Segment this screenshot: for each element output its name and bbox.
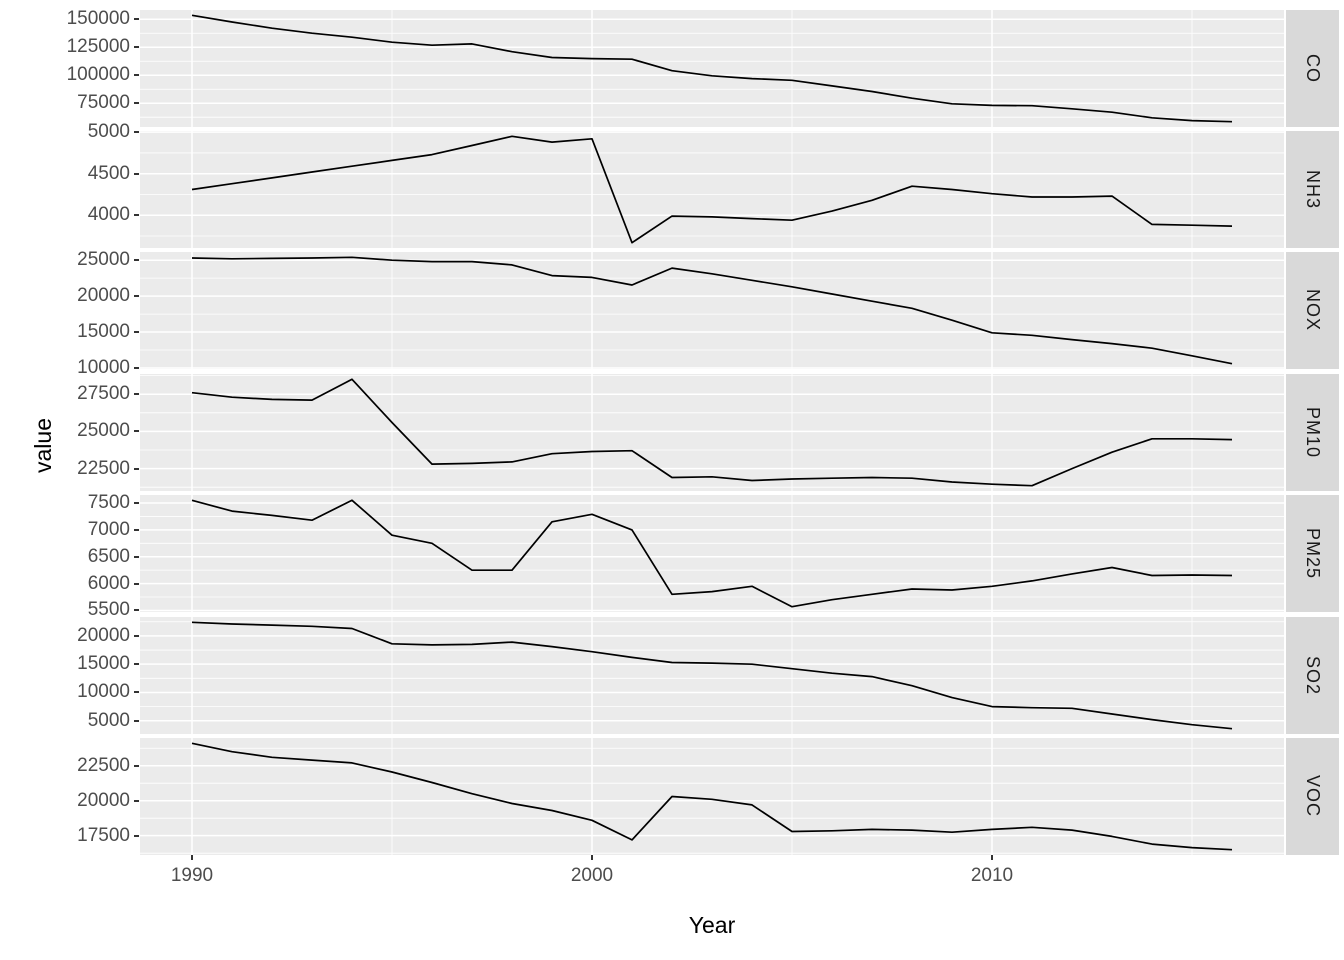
- y-tick-label-co: 75000: [77, 92, 130, 114]
- y-tick-mark: [134, 366, 139, 369]
- facet-strip-label: VOC: [1303, 775, 1323, 818]
- y-tick-mark: [134, 582, 139, 585]
- y-tick-mark: [134, 259, 139, 262]
- facet-plot-voc: [140, 738, 1284, 855]
- y-tick-label-co: 100000: [66, 64, 130, 86]
- facet-strip-label: CO: [1303, 54, 1323, 83]
- y-tick-mark: [134, 331, 139, 334]
- y-tick-label-pm25: 7500: [87, 492, 130, 513]
- y-tick-label-nh3: 4500: [87, 162, 130, 184]
- y-tick-label-voc: 22500: [77, 754, 130, 776]
- facet-plot-pm10: [140, 374, 1284, 491]
- y-tick-mark: [134, 131, 139, 134]
- facet-panel-pm10: [140, 374, 1284, 491]
- x-axis-title: Year: [688, 912, 736, 938]
- series-line-pm10: [191, 378, 1233, 487]
- facet-panel-nox: [140, 252, 1284, 369]
- y-tick-mark: [134, 18, 139, 21]
- facet-strip-label: PM25: [1303, 527, 1323, 580]
- series-line-voc: [191, 742, 1233, 851]
- y-tick-label-co: 125000: [66, 36, 130, 58]
- x-tick-mark: [991, 855, 993, 860]
- facet-plot-co: [140, 10, 1284, 127]
- y-tick-mark: [134, 799, 139, 802]
- y-tick-mark: [134, 74, 139, 77]
- y-tick-mark: [134, 46, 139, 49]
- facet-strip-voc: VOC: [1286, 738, 1339, 855]
- y-tick-mark: [134, 834, 139, 837]
- facet-plot-nh3: [140, 131, 1284, 248]
- y-tick-label-so2: 5000: [87, 709, 130, 731]
- y-tick-label-pm25: 7000: [87, 518, 130, 540]
- y-tick-mark: [134, 393, 139, 396]
- facet-plot-so2: [140, 617, 1284, 734]
- y-tick-mark: [134, 502, 139, 504]
- y-tick-mark: [134, 764, 139, 767]
- facet-strip-nh3: NH3: [1286, 131, 1339, 248]
- y-tick-mark: [134, 528, 139, 531]
- facet-plot-nox: [140, 252, 1284, 369]
- series-line-nh3: [191, 135, 1233, 244]
- y-tick-label-co: 150000: [66, 8, 130, 30]
- series-line-co: [191, 14, 1233, 123]
- facet-strip-pm10: PM10: [1286, 374, 1339, 491]
- series-line-nox: [191, 256, 1233, 365]
- facet-strip-label: NH3: [1303, 169, 1323, 209]
- y-tick-mark: [134, 719, 139, 722]
- facet-panel-co: [140, 10, 1284, 127]
- x-tick-mark: [191, 855, 193, 860]
- x-tick-mark: [591, 855, 593, 860]
- y-tick-label-nox: 25000: [77, 249, 130, 271]
- y-tick-label-pm10: 22500: [77, 457, 130, 479]
- y-tick-label-nox: 20000: [77, 285, 130, 307]
- y-tick-mark: [134, 555, 139, 558]
- y-tick-mark: [134, 609, 139, 612]
- facet-strip-label: NOX: [1303, 289, 1323, 332]
- x-tick-label: 1990: [170, 865, 214, 886]
- y-tick-mark: [134, 691, 139, 694]
- series-line-so2: [191, 621, 1233, 730]
- y-tick-label-voc: 20000: [77, 789, 130, 811]
- y-tick-label-pm25: 6500: [87, 545, 130, 567]
- y-tick-label-pm25: 6000: [87, 572, 130, 594]
- facet-panel-nh3: [140, 131, 1284, 248]
- y-tick-mark: [134, 634, 139, 637]
- facet-panel-pm25: [140, 495, 1284, 612]
- y-tick-label-pm25: 5500: [87, 599, 130, 621]
- y-tick-label-nox: 10000: [77, 356, 130, 378]
- y-tick-label-pm10: 25000: [77, 420, 130, 442]
- y-tick-mark: [134, 663, 139, 666]
- y-tick-label-so2: 10000: [77, 681, 130, 703]
- facet-strip-so2: SO2: [1286, 617, 1339, 734]
- x-tick-label: 2010: [970, 865, 1014, 886]
- y-tick-mark: [134, 467, 139, 470]
- facet-strip-label: PM10: [1303, 406, 1323, 459]
- facet-plot-pm25: [140, 495, 1284, 612]
- y-tick-mark: [134, 102, 139, 105]
- facet-strip-co: CO: [1286, 10, 1339, 127]
- y-tick-mark: [134, 214, 139, 217]
- y-tick-label-nh3: 4000: [87, 204, 130, 226]
- facet-strip-pm25: PM25: [1286, 495, 1339, 612]
- facet-strip-label: SO2: [1303, 655, 1323, 696]
- y-tick-label-so2: 15000: [77, 653, 130, 675]
- y-tick-label-so2: 20000: [77, 624, 130, 646]
- facet-panel-so2: [140, 617, 1284, 734]
- x-tick-label: 2000: [570, 865, 614, 886]
- y-tick-mark: [134, 295, 139, 298]
- y-tick-label-nox: 15000: [77, 321, 130, 343]
- facet-strip-nox: NOX: [1286, 252, 1339, 369]
- y-tick-label-nh3: 5000: [87, 121, 130, 143]
- series-line-pm25: [191, 499, 1233, 608]
- y-tick-mark: [134, 430, 139, 433]
- y-tick-label-pm10: 27500: [77, 383, 130, 405]
- y-tick-label-voc: 17500: [77, 824, 130, 846]
- y-tick-mark: [134, 172, 139, 175]
- facet-panel-voc: [140, 738, 1284, 855]
